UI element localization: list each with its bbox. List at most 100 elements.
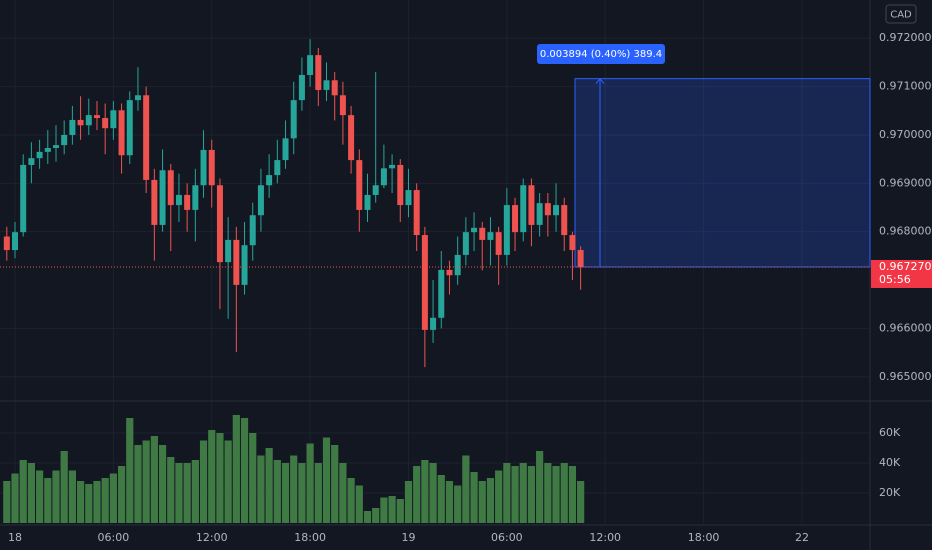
candle-body (315, 55, 322, 90)
currency-box (885, 4, 917, 24)
volume-bar (167, 457, 175, 523)
volume-bar (134, 445, 142, 523)
candle-body (536, 203, 543, 225)
volume-bar (68, 470, 76, 523)
volume-bar (199, 440, 208, 523)
candle-body (36, 151, 43, 159)
volume-bar (568, 466, 577, 523)
volume-bar (257, 455, 265, 523)
volume-bar (314, 463, 322, 523)
candle-body (134, 95, 141, 101)
candle-body (175, 194, 182, 206)
volume-bar (519, 463, 527, 523)
volume-bar (76, 481, 85, 523)
y-tick-label: 0.972000 (879, 31, 932, 44)
candle-body (577, 250, 584, 267)
volume-bar (109, 473, 117, 523)
candle-body (192, 185, 199, 210)
y-tick-label: 0.970000 (879, 128, 932, 141)
x-tick-label: 06:00 (98, 531, 130, 544)
candle-body (249, 215, 256, 246)
candle-body (512, 205, 519, 233)
candle-body (208, 149, 215, 186)
volume-bar (396, 499, 404, 523)
volume-bar (511, 466, 519, 523)
x-tick-label: 22 (795, 531, 809, 544)
volume-bar (117, 466, 126, 523)
volume-bar (240, 418, 249, 523)
volume-bar (503, 463, 511, 523)
candle-body (241, 245, 248, 285)
y-tick-label: 0.965000 (879, 370, 932, 383)
volume-bar (216, 433, 224, 523)
x-tick-label: 06:00 (491, 531, 523, 544)
candle-body (28, 158, 35, 165)
candle-body (69, 119, 76, 135)
volume-bar (290, 455, 298, 523)
candle-body (225, 239, 232, 263)
volume-bar (322, 437, 331, 523)
candle-body (528, 185, 535, 225)
candle-body (85, 115, 92, 126)
candle-body (44, 148, 51, 152)
volume-bar (437, 475, 445, 523)
candle-body (462, 232, 469, 255)
candle-body (479, 227, 486, 240)
volume-bar (413, 466, 421, 523)
volume-bar (577, 481, 585, 523)
candle-body (323, 80, 330, 90)
volume-bar (44, 478, 52, 523)
candle-body (405, 190, 412, 206)
volume-bar (158, 445, 167, 523)
candle-body (184, 194, 191, 210)
candle-body (102, 118, 109, 129)
candle-body (438, 269, 445, 318)
candle-body (307, 55, 314, 75)
candle-body (298, 74, 305, 101)
y-tick-label: 0.968000 (879, 225, 932, 238)
volume-bar (85, 484, 93, 523)
volume-bar (404, 481, 413, 523)
candle-body (77, 119, 84, 126)
volume-bar (544, 463, 552, 523)
volume-bar (60, 451, 68, 523)
x-tick-label: 18:00 (294, 531, 326, 544)
candle-body (151, 179, 158, 225)
candle-body (430, 317, 437, 330)
measure-arrow-head (595, 77, 605, 84)
last-price-box (871, 259, 932, 288)
candle-body (61, 134, 68, 146)
candle-body (495, 232, 502, 255)
candle-body (159, 170, 166, 225)
volume-bar (93, 481, 101, 523)
candle-body (233, 239, 240, 285)
measure-label: 0.003894 (0.40%) 389.4 (540, 49, 662, 60)
candle-body (282, 138, 289, 161)
candle-body (143, 95, 150, 180)
volume-bar (191, 460, 199, 523)
y-tick-label: 0.971000 (879, 80, 932, 93)
candle-body (3, 236, 10, 251)
candle-body (257, 185, 264, 216)
volume-bar (527, 466, 536, 523)
volume-bar (27, 463, 35, 523)
candle-body (356, 160, 363, 210)
candle-body (544, 203, 551, 216)
volume-bar (462, 455, 470, 523)
volume-bar (421, 460, 429, 523)
volume-bar (52, 470, 60, 523)
volume-bar (306, 443, 314, 523)
candle-body (421, 235, 428, 330)
candle-body (167, 170, 174, 206)
volume-bar (101, 478, 109, 523)
volume-bar (273, 460, 281, 523)
candle-body (446, 269, 453, 276)
candle-body (20, 164, 27, 233)
volume-bar (183, 463, 191, 523)
volume-bar (372, 508, 380, 523)
volume-bar (339, 463, 347, 523)
volume-bar (281, 463, 290, 523)
y-tick-label: 0.969000 (879, 176, 932, 189)
x-tick-label: 18 (8, 531, 22, 544)
